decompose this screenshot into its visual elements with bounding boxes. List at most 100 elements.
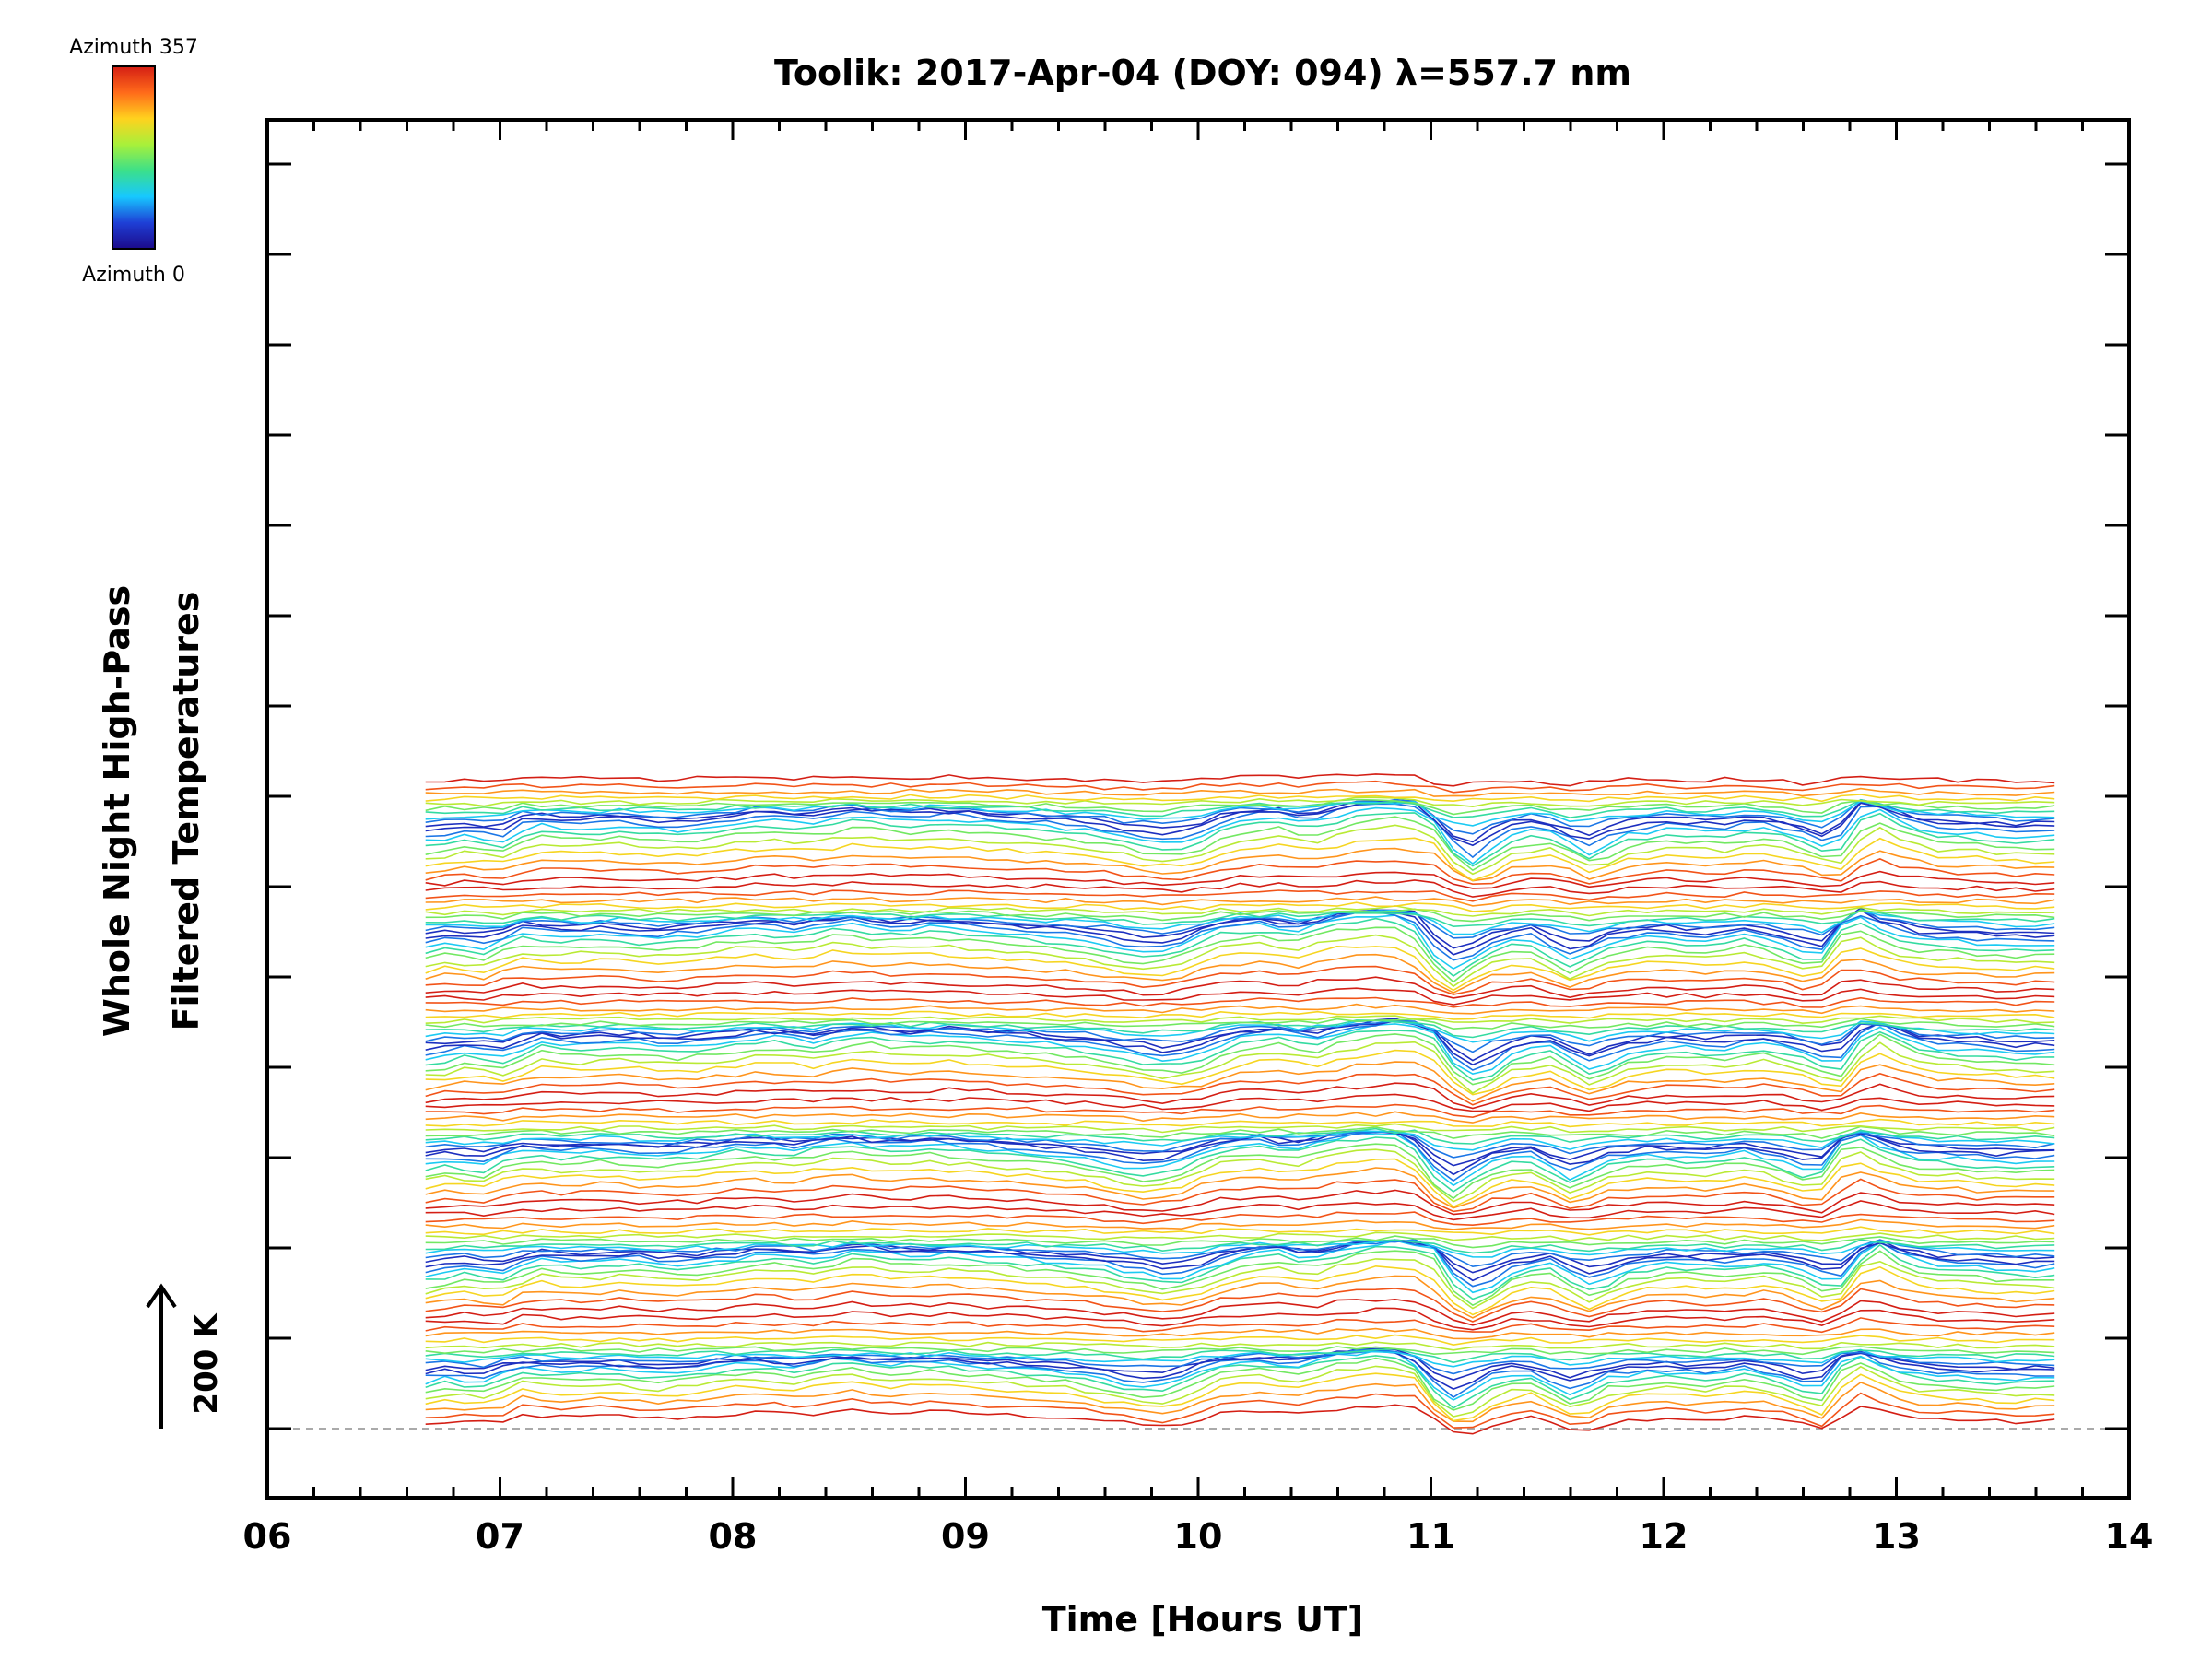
trace-line-40	[425, 1189, 2055, 1216]
trace-line-74	[425, 1018, 2055, 1030]
trace-line-3	[425, 1372, 2055, 1422]
trace-line-70	[425, 1018, 2055, 1062]
trace-line-64	[425, 1041, 2055, 1094]
colorbar: Azimuth 357 Azimuth 0	[69, 36, 198, 287]
trace-line-51	[425, 1130, 2055, 1159]
trace-line-35	[425, 1231, 2055, 1241]
trace-line-107	[425, 806, 2055, 865]
trace-line-115	[425, 796, 2055, 808]
trace-line-24	[425, 1258, 2055, 1310]
trace-line-75	[425, 1015, 2055, 1025]
trace-line-44	[425, 1148, 2055, 1203]
trace-line-92	[425, 909, 2055, 935]
trace-line-56	[425, 1118, 2055, 1128]
x-tick-label: 13	[1872, 1516, 1921, 1557]
trace-line-27	[425, 1240, 2055, 1294]
trace-line-57	[425, 1111, 2055, 1124]
trace-line-80	[425, 976, 2055, 999]
trace-line-45	[425, 1143, 2055, 1200]
scale-bar-label: 200 K	[188, 1312, 225, 1415]
trace-line-116	[425, 794, 2055, 803]
trace-line-79	[425, 987, 2055, 1006]
trace-line-54	[425, 1125, 2055, 1139]
trace-line-12	[425, 1348, 2055, 1368]
trace-line-53	[425, 1127, 2055, 1145]
colorbar-top-label: Azimuth 357	[69, 36, 198, 59]
trace-line-84	[425, 934, 2055, 988]
trace-line-91	[425, 908, 2055, 939]
trace-line-95	[425, 905, 2055, 917]
trace-line-114	[425, 798, 2055, 816]
plot-frame	[265, 118, 2131, 1500]
scale-bar-arrow-head	[146, 1283, 177, 1309]
trace-line-65	[425, 1033, 2055, 1086]
trace-line-76	[425, 1010, 2055, 1020]
x-tick-labels: 06 07 08 09 10 11 12 13 14	[243, 1516, 2154, 1557]
trace-line-62	[425, 1061, 2055, 1102]
trace-line-100	[425, 870, 2055, 889]
x-tick-label: 14	[2105, 1516, 2154, 1557]
x-axis-title: Time [Hours UT]	[1042, 1599, 1364, 1640]
trace-line-118	[425, 780, 2055, 794]
trace-line-43	[425, 1158, 2055, 1208]
trace-line-36	[425, 1226, 2055, 1236]
trace-line-66	[425, 1030, 2055, 1081]
y-axis-title-line2: Filtered Temperatures	[166, 592, 206, 1031]
trace-line-26	[425, 1243, 2055, 1300]
trace-line-41	[425, 1178, 2055, 1213]
trace-line-14	[425, 1346, 2055, 1356]
trace-line-89	[425, 909, 2055, 956]
trace-line-4	[425, 1365, 2055, 1418]
x-tick-label: 10	[1174, 1516, 1223, 1557]
trace-line-16	[425, 1334, 2055, 1347]
trace-line-97	[425, 896, 2055, 907]
trace-line-103	[425, 837, 2055, 882]
x-tick-label: 06	[243, 1516, 292, 1557]
trace-line-33	[425, 1239, 2055, 1254]
trace-line-108	[425, 803, 2055, 859]
trace-line-5	[425, 1357, 2055, 1411]
x-tick-label: 11	[1406, 1516, 1455, 1557]
trace-line-17	[425, 1327, 2055, 1340]
chart-title: Toolik: 2017-Apr-04 (DOY: 094) λ=557.7 n…	[774, 53, 1631, 93]
trace-line-1	[425, 1392, 2055, 1429]
trace-line-38	[425, 1211, 2055, 1227]
trace-line-11	[425, 1348, 2055, 1375]
trace-line-19	[425, 1307, 2055, 1331]
trace-line-119	[425, 773, 2055, 787]
trace-line-23	[425, 1265, 2055, 1316]
trace-line-25	[425, 1250, 2055, 1307]
trace-line-96	[425, 901, 2055, 912]
trace-line-47	[425, 1132, 2055, 1187]
scale-bar: 200 K	[146, 1283, 225, 1429]
trace-line-83	[425, 945, 2055, 992]
trace-line-30	[425, 1239, 2055, 1274]
trace-line-61	[425, 1073, 2055, 1106]
trace-line-34	[425, 1235, 2055, 1249]
trace-line-81	[425, 965, 2055, 995]
trace-line-46	[425, 1136, 2055, 1193]
trace-line-117	[425, 787, 2055, 797]
trace-line-20	[425, 1298, 2055, 1326]
x-tick-label: 07	[476, 1516, 524, 1557]
trace-line-106	[425, 812, 2055, 867]
trace-line-77	[425, 1003, 2055, 1015]
x-tick-label: 12	[1640, 1516, 1688, 1557]
trace-line-59	[425, 1093, 2055, 1112]
trace-line-60	[425, 1082, 2055, 1110]
trace-line-31	[425, 1239, 2055, 1268]
trace-line-6	[425, 1355, 2055, 1409]
trace-line-37	[425, 1218, 2055, 1230]
trace-line-22	[425, 1275, 2055, 1319]
trace-line-82	[425, 953, 2055, 994]
trace-line-21	[425, 1288, 2055, 1323]
trace-line-0	[425, 1404, 2055, 1435]
trace-line-13	[425, 1347, 2055, 1364]
trace-line-86	[425, 917, 2055, 977]
x-tick-label: 08	[709, 1516, 758, 1557]
trace-line-7	[425, 1349, 2055, 1401]
trace-line-112	[425, 800, 2055, 827]
trace-line-68	[425, 1019, 2055, 1071]
trace-line-58	[425, 1103, 2055, 1119]
